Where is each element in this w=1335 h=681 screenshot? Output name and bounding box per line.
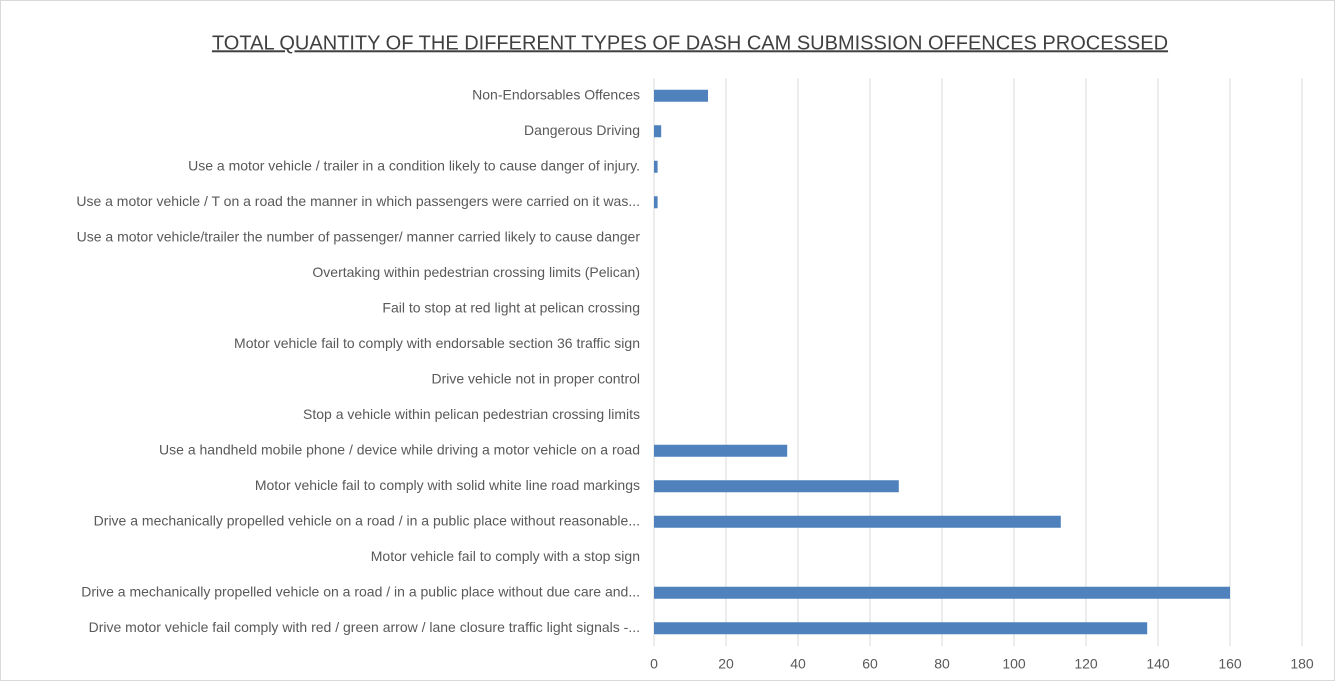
y-tick-label: Drive a mechanically propelled vehicle o… [94,512,640,528]
y-tick-label: Overtaking within pedestrian crossing li… [312,264,640,280]
y-tick-label: Use a motor vehicle / trailer in a condi… [188,157,640,173]
y-tick-label: Motor vehicle fail to comply with endors… [234,335,640,351]
bar [654,160,658,173]
x-tick-label: 140 [1146,656,1170,672]
y-tick-label: Use a motor vehicle / T on a road the ma… [76,193,640,209]
bar [654,196,658,209]
bar [654,444,788,457]
x-tick-label: 20 [718,656,734,672]
bar [654,622,1148,635]
x-tick-label: 40 [790,656,806,672]
y-tick-label: Use a handheld mobile phone / device whi… [159,441,640,457]
x-tick-label: 180 [1290,656,1314,672]
y-tick-label: Drive vehicle not in proper control [431,370,640,386]
y-tick-label: Drive motor vehicle fail comply with red… [89,619,640,635]
y-tick-label: Stop a vehicle within pelican pedestrian… [303,406,640,422]
y-tick-label: Fail to stop at red light at pelican cro… [382,299,640,315]
x-tick-label: 60 [862,656,878,672]
x-tick-label: 120 [1074,656,1098,672]
y-tick-label: Non-Endorsables Offences [472,86,640,102]
x-tick-label: 80 [934,656,950,672]
x-tick-label: 0 [650,656,658,672]
bar [654,515,1061,528]
y-tick-label: Dangerous Driving [524,122,640,138]
y-tick-label: Drive a mechanically propelled vehicle o… [81,583,640,599]
bar [654,586,1230,599]
x-tick-label: 100 [1002,656,1026,672]
bar [654,125,662,138]
x-tick-label: 160 [1218,656,1242,672]
y-tick-label: Use a motor vehicle/trailer the number o… [77,228,641,244]
bar [654,480,899,493]
y-tick-label: Motor vehicle fail to comply with solid … [255,477,640,493]
y-tick-label: Motor vehicle fail to comply with a stop… [371,548,640,564]
bar [654,89,708,102]
chart-title: TOTAL QUANTITY OF THE DIFFERENT TYPES OF… [212,32,1168,54]
